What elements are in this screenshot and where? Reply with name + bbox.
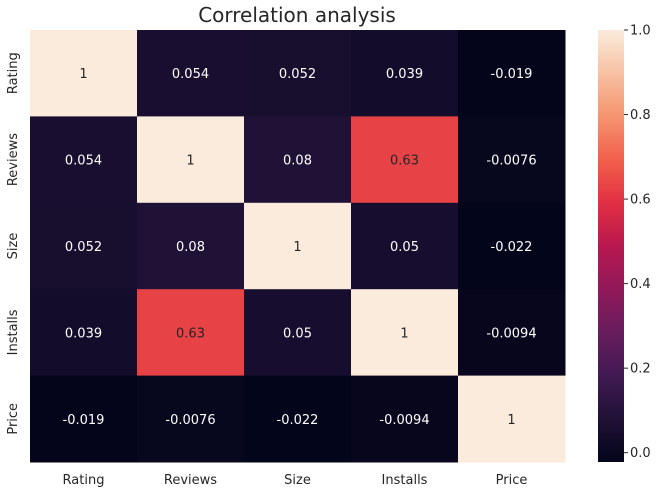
colorbar-tick-label: 1.0 xyxy=(630,24,651,39)
cell-value-label: -0.0094 xyxy=(379,413,429,428)
cell-value-label: 0.039 xyxy=(65,326,102,341)
x-tick-label: Price xyxy=(496,473,528,488)
cell-value-label: 1 xyxy=(507,413,515,428)
colorbar xyxy=(598,30,624,462)
cell-value-label: -0.019 xyxy=(491,67,533,82)
cell-value-label: -0.0094 xyxy=(486,326,536,341)
x-tick-label: Size xyxy=(284,473,311,488)
heatmap-cells xyxy=(30,30,566,463)
cell-value-label: 0.05 xyxy=(390,240,419,255)
chart-title: Correlation analysis xyxy=(198,3,396,27)
heatmap-cell xyxy=(458,375,566,463)
heatmap-cell xyxy=(351,375,459,463)
y-axis-tick-labels: Rating Reviews Size Installs Price xyxy=(6,52,21,434)
heatmap-cell xyxy=(137,289,245,377)
heatmap-cell xyxy=(137,202,245,290)
cell-value-label: 0.08 xyxy=(176,240,205,255)
heatmap-cell xyxy=(244,116,352,204)
heatmap-cell xyxy=(351,30,459,117)
heatmap-cell xyxy=(30,375,138,463)
heatmap-cell xyxy=(458,30,566,117)
heatmap-cell xyxy=(30,116,138,204)
heatmap-cell xyxy=(30,289,138,377)
cell-value-label: -0.019 xyxy=(63,413,105,428)
cell-value-label: 0.05 xyxy=(283,326,312,341)
cell-value-label: 0.052 xyxy=(279,67,316,82)
colorbar-ticks: 0.0 0.2 0.4 0.6 0.8 1.0 xyxy=(624,24,651,461)
cell-value-label: 0.039 xyxy=(386,67,423,82)
x-axis-tick-labels: Rating Reviews Size Installs Price xyxy=(63,473,528,488)
heatmap-cell xyxy=(351,202,459,290)
heatmap-cell xyxy=(244,289,352,377)
heatmap-cell xyxy=(30,30,138,117)
cell-value-label: -0.0076 xyxy=(165,413,215,428)
colorbar-tick-label: 0.6 xyxy=(630,193,651,208)
y-tick-label: Installs xyxy=(6,309,21,355)
colorbar-tick-label: 0.0 xyxy=(630,446,651,461)
y-tick-label: Reviews xyxy=(6,133,21,186)
heatmap-cell xyxy=(458,116,566,204)
cell-value-label: 0.08 xyxy=(283,154,312,169)
cell-value-label: 0.63 xyxy=(176,326,205,341)
heatmap-cell xyxy=(351,289,459,377)
heatmap-cell xyxy=(244,30,352,117)
y-tick-label: Price xyxy=(6,403,21,435)
heatmap-cell xyxy=(30,202,138,290)
colorbar-tick-label: 0.4 xyxy=(630,277,651,292)
colorbar-tick-label: 0.8 xyxy=(630,108,651,123)
x-tick-label: Reviews xyxy=(164,473,217,488)
cell-value-label: 1 xyxy=(186,154,194,169)
heatmap-cell-labels: 1 0.054 0.052 0.039 -0.019 0.054 1 0.08 0.63 -0.0… xyxy=(63,67,537,428)
y-tick-label: Rating xyxy=(6,52,21,94)
cell-value-label: 1 xyxy=(293,240,301,255)
heatmap-cell xyxy=(351,116,459,204)
cell-value-label: 0.052 xyxy=(65,240,102,255)
heatmap-cell xyxy=(244,375,352,463)
heatmap-cell xyxy=(137,30,245,117)
cell-value-label: 0.63 xyxy=(390,154,419,169)
heatmap-cell xyxy=(137,375,245,463)
cell-value-label: 1 xyxy=(400,326,408,341)
heatmap-cell xyxy=(244,202,352,290)
x-tick-label: Installs xyxy=(382,473,428,488)
cell-value-label: -0.0076 xyxy=(486,154,536,169)
cell-value-label: 0.054 xyxy=(172,67,209,82)
colorbar-tick-label: 0.2 xyxy=(630,362,651,377)
heatmap-cell xyxy=(458,202,566,290)
heatmap-cell xyxy=(458,289,566,377)
x-tick-label: Rating xyxy=(63,473,105,488)
y-tick-label: Size xyxy=(6,233,21,260)
cell-value-label: 1 xyxy=(79,67,87,82)
cell-value-label: -0.022 xyxy=(277,413,319,428)
cell-value-label: -0.022 xyxy=(491,240,533,255)
cell-value-label: 0.054 xyxy=(65,154,102,169)
heatmap-cell xyxy=(137,116,245,204)
